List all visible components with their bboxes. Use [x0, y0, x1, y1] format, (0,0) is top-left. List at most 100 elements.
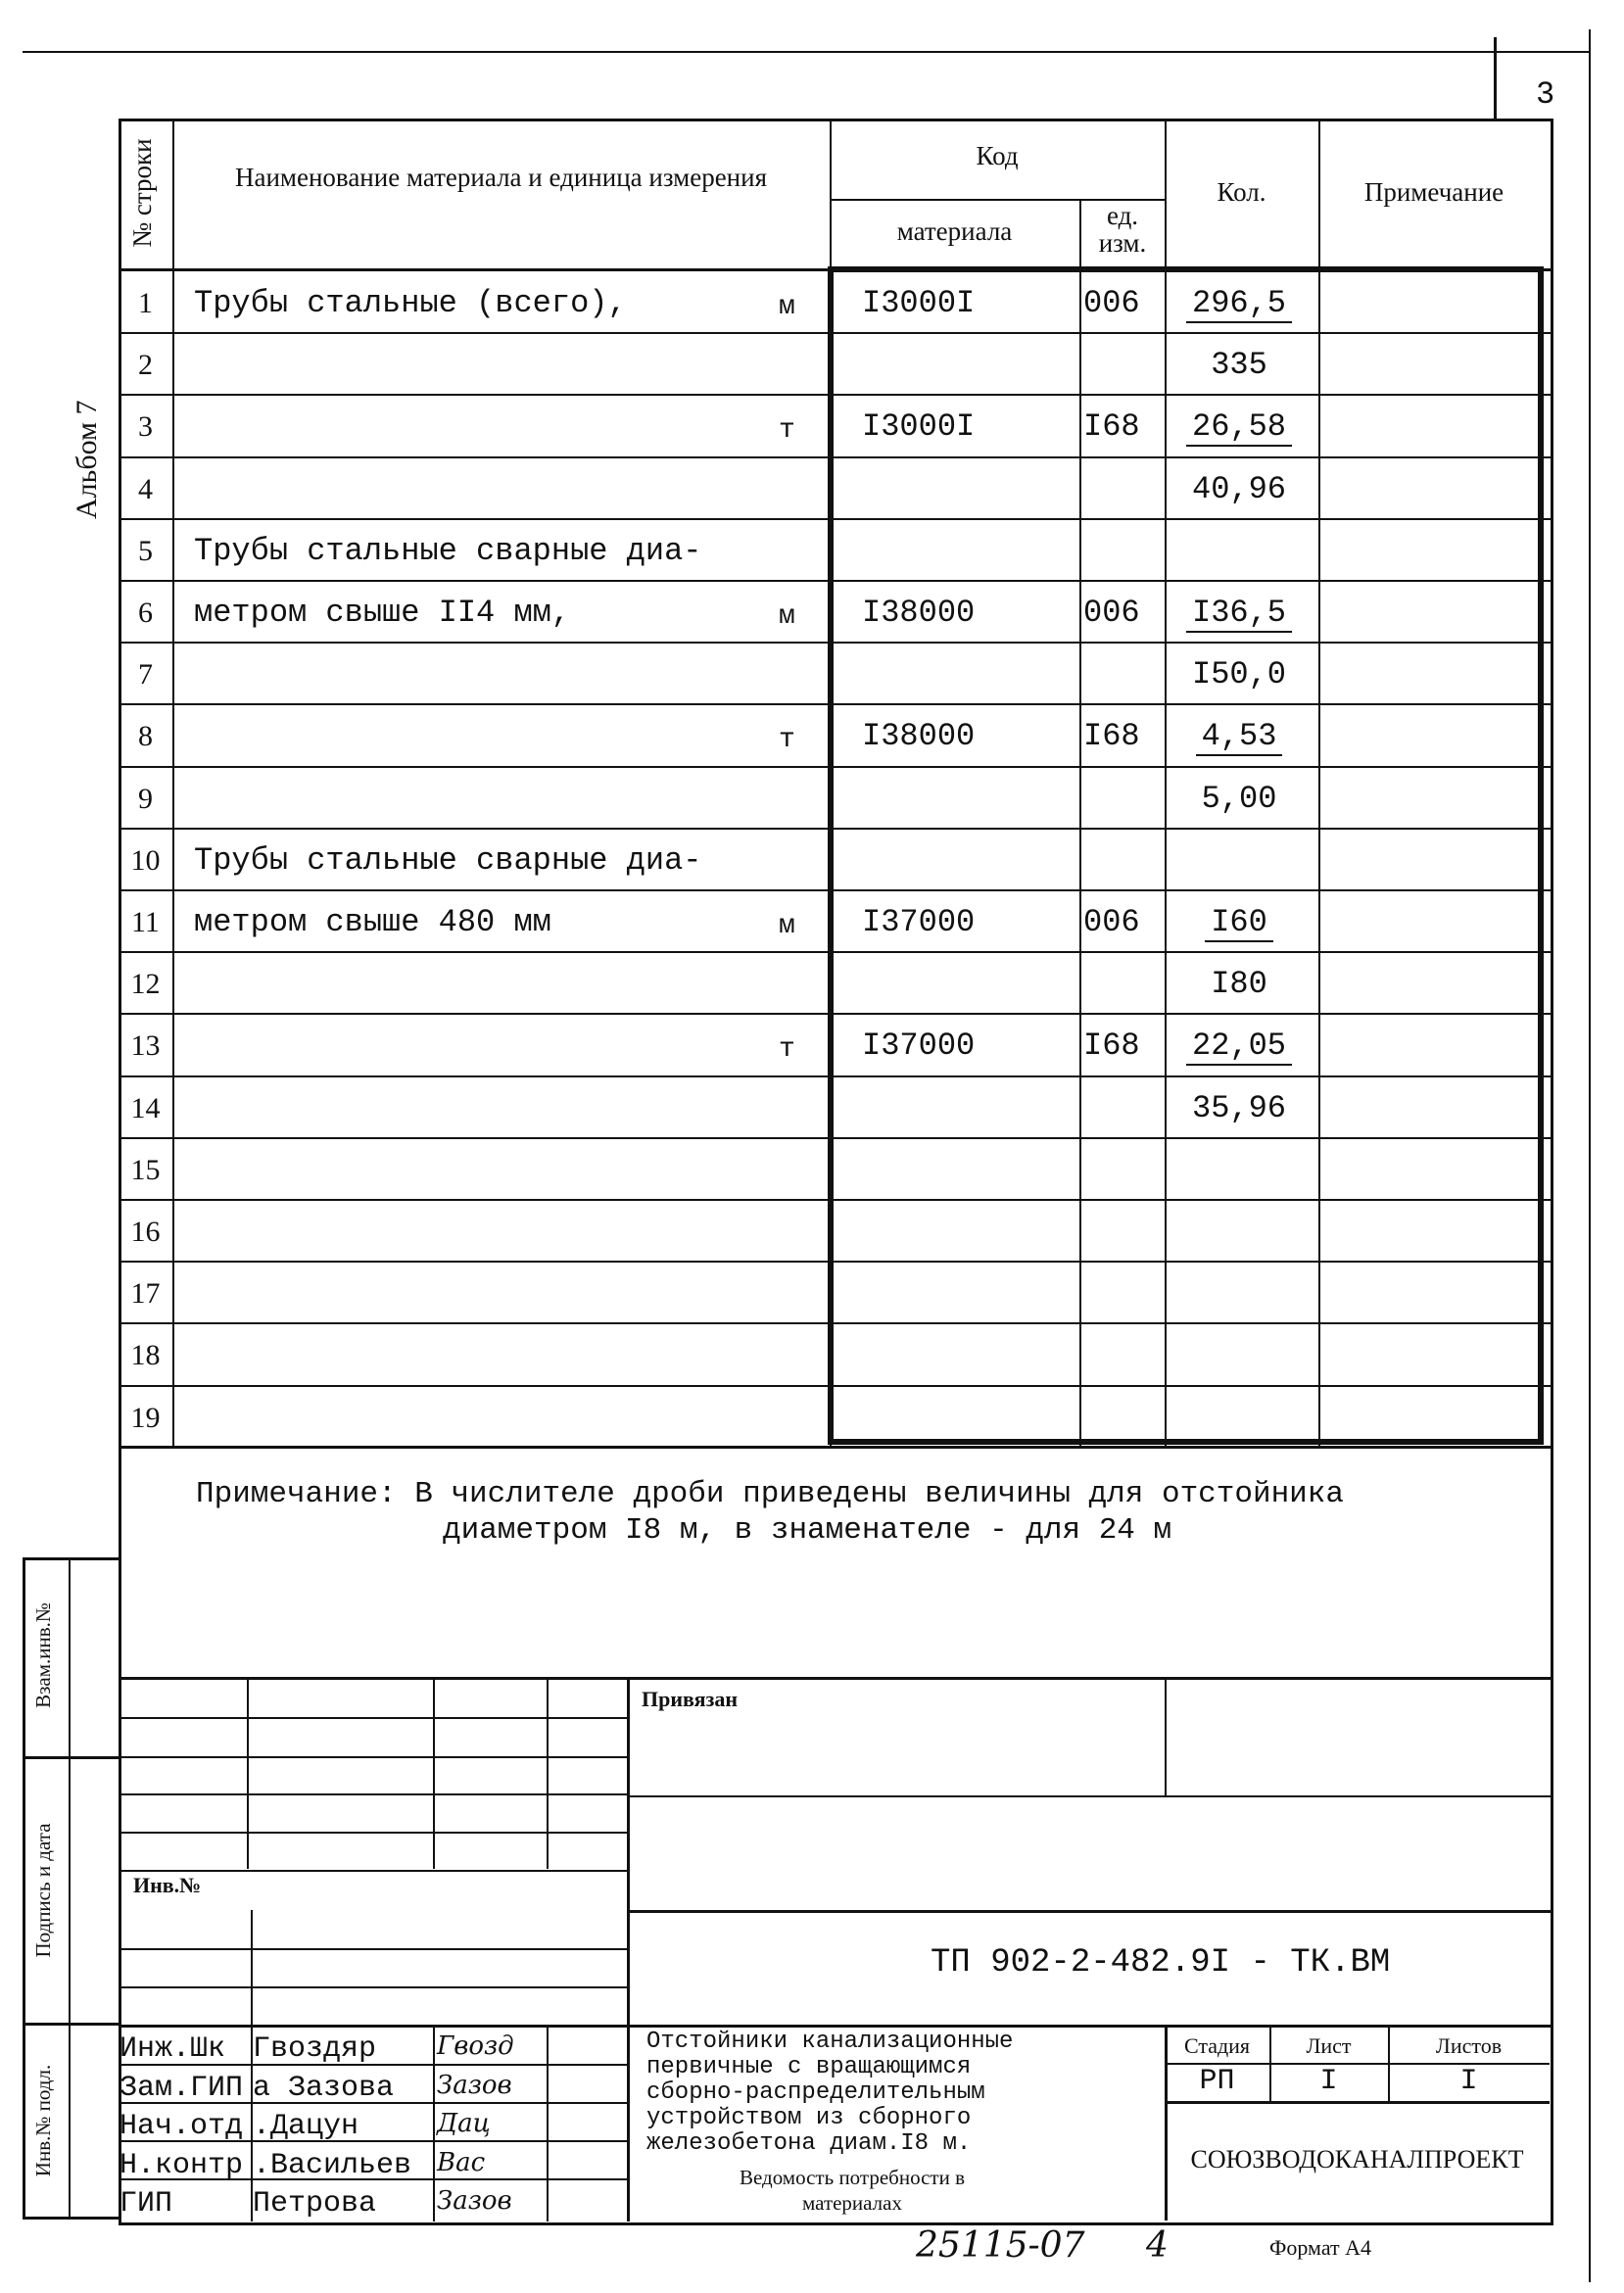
side-vzam: Взам.инв.№	[31, 1602, 55, 1708]
quantity: I36,5	[1175, 594, 1303, 633]
quantity-value: I50,0	[1191, 656, 1286, 693]
highlight-frame	[828, 266, 1544, 1445]
quantity-value: 40,96	[1191, 470, 1286, 507]
note-line-2: диаметром I8 м, в знаменателе - для 24 м	[443, 1513, 1172, 1548]
column-line	[172, 119, 174, 1448]
material-name: Трубы стальные сварные диа-	[194, 532, 702, 569]
object-title: Отстойники канализационные первичные с в…	[646, 2030, 1013, 2157]
row-line	[119, 455, 1551, 458]
material-name: Трубы стальные сварные диа-	[194, 841, 702, 879]
unit: м	[779, 601, 795, 632]
tb-line	[119, 1677, 1551, 1680]
unit-code: 006	[1083, 595, 1140, 631]
page-number: 3	[1536, 76, 1555, 113]
row-line	[119, 1199, 1551, 1201]
designation: ТП 902-2-482.9I - ТК.ВМ	[931, 1944, 1391, 1982]
tb-col-line	[547, 1677, 549, 1869]
header-note: Примечание	[1363, 177, 1505, 207]
sheets-value: I	[1459, 2065, 1478, 2098]
header-row-no: № строки	[127, 138, 157, 248]
signature: Дац	[437, 2109, 491, 2138]
side-podpis: Подпись и дата	[31, 1823, 55, 1958]
tb-line	[1269, 2025, 1271, 2102]
tb-col-line	[433, 1677, 435, 1869]
quantity: 40,96	[1175, 470, 1303, 509]
album-label: Альбом 7	[71, 400, 103, 520]
quantity-value: 26,58	[1185, 408, 1292, 448]
note-line-1: Примечание: В числителе дроби приведены …	[196, 1477, 1344, 1511]
copy-number: 4	[1146, 2225, 1169, 2266]
code-subheader-line	[830, 199, 1165, 201]
quantity: 5,00	[1175, 780, 1303, 819]
object-title-line: Отстойники канализационные	[646, 2029, 1014, 2055]
signer-name: .Васильев	[253, 2148, 412, 2182]
row-number: 6	[138, 597, 153, 629]
privyazan-label: Привязан	[642, 1687, 739, 1711]
tb-row-line	[119, 2140, 627, 2142]
tb-line	[627, 1910, 1551, 1913]
material-code: I38000	[862, 595, 976, 631]
unit-code: I68	[1083, 408, 1140, 446]
signature: Гвозд	[437, 2031, 514, 2061]
row-number: 7	[138, 658, 153, 692]
object-title-line: устройством из сборного	[646, 2105, 972, 2131]
signer-role: ГИП	[119, 2187, 173, 2221]
unit: т	[779, 725, 795, 756]
unit: т	[779, 1034, 795, 1066]
quantity-value: 22,05	[1185, 1027, 1292, 1067]
tb-col-line	[247, 1677, 249, 1869]
row-number: 17	[130, 1277, 161, 1311]
signer-name: .Дацун	[253, 2110, 359, 2143]
material-code: I3000I	[862, 408, 976, 446]
object-title-line: сборно-распределительным	[646, 2079, 985, 2106]
quantity: 4,53	[1175, 717, 1303, 757]
signer-role: Инж.Шк	[119, 2032, 226, 2066]
sheets-label: Листов	[1435, 2033, 1503, 2058]
material-name: метром свыше II4 мм,	[194, 595, 571, 631]
column-line	[1165, 119, 1167, 1448]
material-code: I37000	[862, 1027, 976, 1065]
signer-role: Нач.отд	[119, 2110, 244, 2143]
page-box-line	[1494, 37, 1497, 119]
row-line	[119, 1136, 1551, 1139]
row-number: 16	[130, 1216, 161, 1248]
row-number: 11	[131, 906, 160, 938]
row-line	[119, 394, 1551, 397]
column-line	[1079, 119, 1081, 1448]
side-line	[23, 1756, 119, 1759]
quantity-value: I36,5	[1185, 595, 1292, 633]
object-title-line: железобетона диам.I8 м.	[646, 2130, 972, 2157]
doc-number: 25115-07	[916, 2225, 1085, 2266]
quantity: I50,0	[1175, 655, 1303, 694]
row-number: 19	[130, 1401, 161, 1434]
tb-row-line	[119, 1793, 627, 1795]
unit-code: 006	[1083, 285, 1140, 321]
side-inv-podl: Инв.№ подл.	[31, 2064, 55, 2177]
sheet-title: Ведомость потребности в материалах	[739, 2166, 966, 2215]
stage-value: РП	[1199, 2065, 1235, 2098]
row-line	[119, 765, 1551, 768]
row-number: 8	[138, 720, 153, 753]
quantity: 335	[1175, 346, 1303, 385]
organization: СОЮЗВОДОКАНАЛПРОЕКТ	[1190, 2145, 1524, 2174]
header-qty: Кол.	[1217, 177, 1266, 207]
quantity: 26,58	[1175, 407, 1303, 448]
side-stamp	[23, 1557, 119, 2220]
signature: Зазов	[437, 2070, 512, 2100]
row-line	[119, 332, 1551, 335]
tb-line	[1165, 2025, 1168, 2221]
material-code: I38000	[862, 718, 976, 755]
quantity-value: 35,96	[1191, 1089, 1286, 1126]
top-rule	[23, 51, 1590, 53]
quantity-value: I80	[1211, 966, 1267, 1003]
material-code: I3000I	[862, 285, 976, 321]
table-bottom-line	[119, 1446, 1551, 1449]
header-code: Код	[976, 141, 1019, 170]
unit: т	[779, 415, 795, 447]
object-title-line: первичные с вращающимся	[646, 2054, 972, 2080]
quantity: I80	[1175, 965, 1303, 1004]
quantity: I60	[1175, 903, 1303, 942]
tb-line	[1165, 2063, 1550, 2065]
row-line	[119, 1013, 1551, 1016]
quantity: 296,5	[1175, 284, 1303, 323]
